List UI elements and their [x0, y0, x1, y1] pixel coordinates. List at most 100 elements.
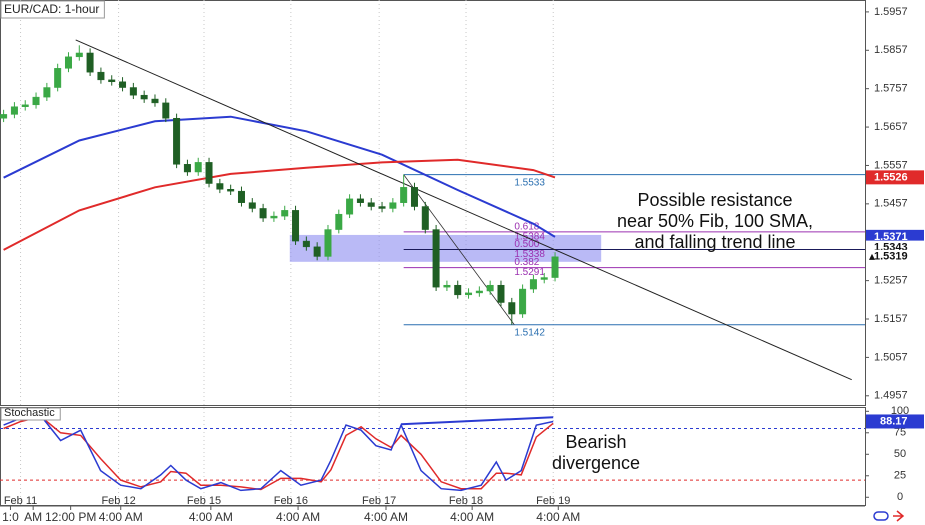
- candle-body: [497, 284, 505, 303]
- candle-body: [389, 202, 397, 209]
- candle-body: [335, 213, 343, 230]
- candle-body: [97, 71, 105, 81]
- price-pane: [0, 0, 866, 406]
- price-axis: [866, 0, 925, 406]
- candle-body: [151, 98, 159, 104]
- last-value-label: 88.17: [880, 415, 908, 427]
- y-tick-label: 0: [897, 491, 903, 503]
- annotation: Possible resistance: [637, 190, 792, 210]
- candle-body: [227, 189, 235, 192]
- toolbar-icons: [873, 510, 905, 522]
- moving-average: [3, 115, 556, 238]
- date-label: Feb 16: [274, 495, 308, 507]
- date-label: Feb 17: [362, 495, 396, 507]
- candle-body: [173, 117, 181, 165]
- candle-body: [465, 292, 473, 296]
- divergence-line: [401, 416, 554, 426]
- candle-body: [108, 79, 116, 83]
- candle-body: [237, 190, 245, 203]
- candle-body: [454, 284, 462, 296]
- candle-body: [302, 240, 310, 248]
- moving-average: [3, 158, 556, 251]
- candle-body: [400, 187, 408, 203]
- y-tick-label: 1.5457: [874, 198, 908, 210]
- last-value-box: [866, 229, 924, 244]
- candle-body: [205, 162, 213, 184]
- candle-body: [410, 187, 418, 207]
- candle-body: [259, 208, 267, 219]
- fib-ratio: 0.382: [514, 257, 539, 268]
- candle-body: [508, 302, 516, 315]
- y-tick-label: 1.4957: [874, 390, 908, 402]
- annotation: Bearish: [565, 432, 626, 452]
- candle-body: [119, 81, 127, 88]
- stochastic-line: [3, 415, 554, 491]
- candle-body: [183, 164, 191, 173]
- date-label: Feb 18: [449, 495, 483, 507]
- candle-body: [64, 56, 72, 69]
- current-price-box: [866, 249, 924, 264]
- candle-body: [54, 68, 62, 88]
- fib-diagonal: [403, 174, 515, 326]
- y-tick-label: 25: [894, 470, 906, 482]
- stochastic-title: Stochastic: [4, 407, 55, 419]
- candle-body: [270, 215, 278, 219]
- resistance-zone: [289, 234, 602, 262]
- fib-price: 1.5338: [514, 249, 545, 260]
- candle-body: [367, 202, 375, 207]
- stochastic-line: [3, 414, 554, 492]
- x-tick-label: 1:0: [2, 510, 19, 524]
- candle-body: [281, 210, 289, 217]
- date-label: Feb 15: [187, 495, 221, 507]
- candle-body: [519, 288, 527, 315]
- candle-body: [140, 94, 148, 100]
- annotation: near 50% Fib, 100 SMA,: [617, 211, 813, 231]
- date-label: Feb 11: [4, 495, 37, 507]
- link-icon[interactable]: [873, 511, 889, 521]
- stochastic-title-box: [0, 407, 61, 421]
- candle-body: [43, 87, 51, 98]
- chart-title: EUR/CAD: 1-hour: [4, 2, 99, 16]
- trend-line: [75, 39, 852, 381]
- y-tick-label: 1.5257: [874, 275, 908, 287]
- y-tick-label: 1.5557: [874, 159, 908, 171]
- x-tick-label: 4:00 AM: [189, 510, 233, 524]
- candle-body: [529, 279, 537, 290]
- candle-body: [486, 284, 494, 292]
- candle-body: [292, 210, 300, 242]
- candle-body: [551, 256, 559, 278]
- candle-body: [75, 52, 83, 58]
- title-box: [0, 0, 105, 19]
- fib-ratio: 0.500: [514, 239, 539, 250]
- x-tick-label: 4:00 AM: [450, 510, 494, 524]
- candle-body: [216, 183, 224, 190]
- current-price-box-label: 1.5319: [874, 251, 908, 263]
- last-value-box-label: 1.5371: [874, 231, 908, 243]
- x-tick-label: 4:00 AM: [364, 510, 408, 524]
- goto-icon[interactable]: [893, 510, 905, 522]
- last-value-box-label: 1.5526: [874, 171, 908, 183]
- y-tick-label: 1.5657: [874, 121, 908, 133]
- fib-price: 1.5533: [514, 177, 545, 188]
- y-tick-label: 1.5957: [874, 6, 908, 18]
- candle-body: [540, 277, 548, 280]
- candle-body: [162, 102, 170, 119]
- date-label: Feb 12: [101, 495, 135, 507]
- candle-body: [129, 87, 137, 96]
- last-value-box: [866, 414, 924, 429]
- candle-body: [32, 96, 40, 106]
- y-tick-label: 75: [894, 427, 906, 439]
- candle-body: [432, 229, 440, 288]
- candle-body: [313, 246, 321, 257]
- annotation: divergence: [552, 453, 640, 473]
- date-label: Feb 19: [536, 495, 570, 507]
- x-tick-label: 4:00 AM: [536, 510, 580, 524]
- candle-body: [248, 202, 256, 209]
- candle-body: [378, 206, 386, 209]
- candle-body: [194, 162, 202, 173]
- candle-body: [324, 229, 332, 257]
- x-tick-label: 4:00 AM: [99, 510, 143, 524]
- y-tick-label: 1.5057: [874, 351, 908, 363]
